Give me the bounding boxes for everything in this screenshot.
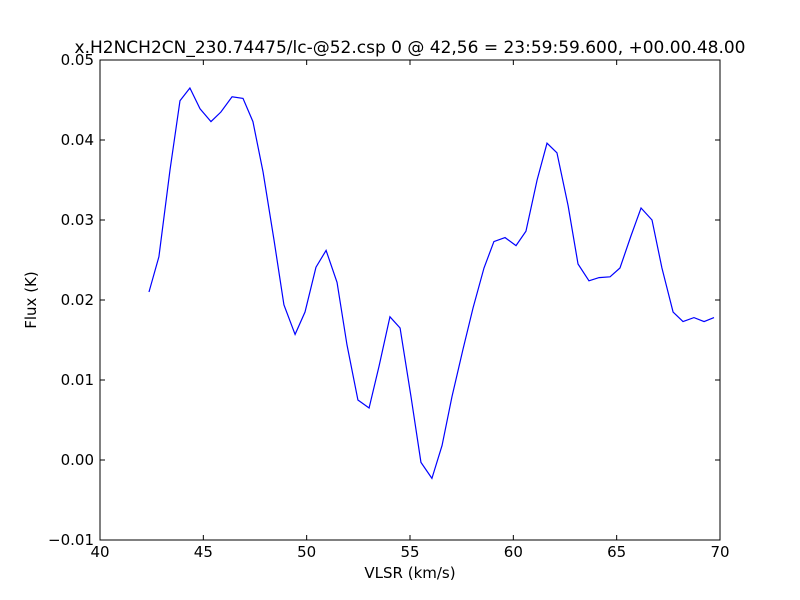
y-tick-label: 0.04	[61, 131, 94, 149]
x-tick-label: 60	[504, 543, 523, 561]
x-tick-label: 50	[297, 543, 316, 561]
y-tick-label: 0.01	[61, 371, 94, 389]
chart-title: x.H2NCH2CN_230.74475/lc-@52.csp 0 @ 42,5…	[75, 38, 746, 58]
x-tick-label: 40	[90, 543, 109, 561]
data-line	[148, 86, 715, 480]
y-tick-label: 0.03	[61, 211, 94, 229]
x-tick-label: 65	[607, 543, 626, 561]
x-tick-label: 45	[194, 543, 213, 561]
y-axis-label: Flux (K)	[22, 271, 40, 329]
y-tick-label: 0.02	[61, 291, 94, 309]
y-tick-label: 0.00	[61, 451, 94, 469]
x-tick-label: 55	[400, 543, 419, 561]
x-axis-label: VLSR (km/s)	[364, 564, 455, 582]
y-tick-label: −0.01	[48, 531, 94, 549]
x-tick-label: 70	[710, 543, 729, 561]
y-tick-label: 0.05	[61, 51, 94, 69]
